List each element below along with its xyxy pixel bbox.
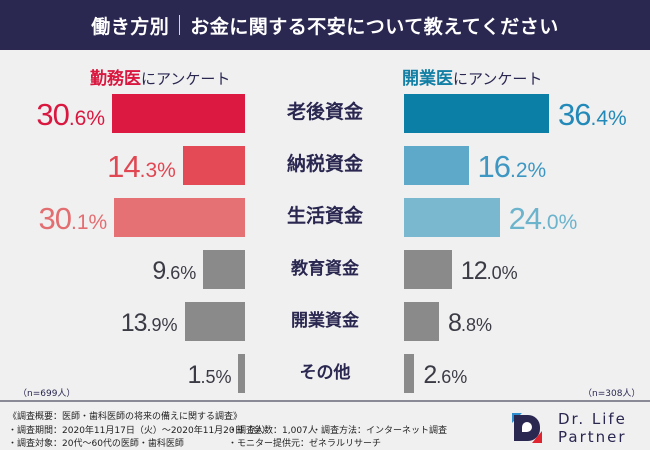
legend-right-suffix: にアンケート bbox=[453, 70, 543, 88]
value-integer: 1 bbox=[187, 361, 202, 389]
value-label-left: 13.9% bbox=[121, 311, 178, 336]
bar-right bbox=[404, 354, 415, 393]
value-decimal: .6% bbox=[436, 367, 468, 387]
survey-period: 調査期間：2020年11月17日（火）〜2020年11月20日（金） bbox=[8, 423, 271, 436]
legend-left-highlight: 勤務医 bbox=[90, 69, 141, 89]
legend-left: 勤務医にアンケート bbox=[90, 64, 230, 89]
value-decimal: .2% bbox=[510, 159, 547, 182]
category-label: 老後資金 bbox=[286, 101, 363, 123]
bar-left bbox=[112, 94, 245, 133]
value-decimal: .0% bbox=[486, 263, 518, 283]
value-integer: 9 bbox=[152, 257, 166, 285]
title-left: 働き方別 bbox=[91, 15, 170, 38]
value-decimal: .0% bbox=[541, 211, 578, 234]
value-integer: 8 bbox=[448, 309, 462, 337]
value-integer: 30 bbox=[36, 97, 69, 132]
legend-right-highlight: 開業医 bbox=[402, 69, 453, 89]
title-separator bbox=[179, 15, 181, 35]
value-label-left: 30.1% bbox=[39, 203, 108, 234]
value-decimal: .1% bbox=[70, 211, 108, 234]
value-integer: 16 bbox=[477, 149, 511, 184]
sample-size-right: （n=308人） bbox=[583, 389, 641, 399]
value-integer: 13 bbox=[120, 309, 148, 337]
value-label-right: 24.0% bbox=[509, 203, 578, 234]
value-label-left: 30.6% bbox=[36, 99, 105, 130]
legend-left-suffix: にアンケート bbox=[141, 70, 231, 88]
logo-text-line2: Partner bbox=[558, 428, 627, 446]
title-right: お金に関する不安について教えてください bbox=[190, 15, 559, 38]
survey-method: 調査方法：インターネット調査 bbox=[312, 423, 447, 436]
category-label: 教育資金 bbox=[291, 259, 359, 279]
bar-right bbox=[404, 302, 440, 341]
value-integer: 12 bbox=[460, 257, 488, 285]
survey-summary-title: 《調査概要：医師・歯科医師の将来の備えに関する調査》 bbox=[8, 412, 243, 422]
value-label-right: 2.6% bbox=[423, 363, 467, 388]
value-decimal: .6% bbox=[165, 263, 197, 283]
survey-provider: モニター提供元：ゼネラルリサーチ bbox=[228, 436, 381, 449]
category-label: 開業資金 bbox=[291, 311, 359, 331]
value-label-right: 8.8% bbox=[448, 311, 492, 336]
value-label-right: 16.2% bbox=[478, 151, 547, 182]
sample-size-left: （n=699人） bbox=[18, 389, 76, 399]
footer-divider bbox=[0, 400, 650, 402]
value-decimal: .5% bbox=[200, 367, 232, 387]
logo-icon bbox=[512, 413, 542, 443]
category-label: その他 bbox=[299, 363, 351, 383]
value-integer: 14 bbox=[107, 149, 140, 184]
value-integer: 24 bbox=[508, 201, 542, 236]
value-integer: 36 bbox=[558, 97, 591, 132]
bar-right bbox=[404, 94, 549, 133]
value-label-left: 1.5% bbox=[188, 363, 232, 388]
value-label-right: 12.0% bbox=[461, 259, 518, 284]
legend-right: 開業医にアンケート bbox=[402, 64, 542, 89]
value-decimal: .9% bbox=[146, 315, 178, 335]
value-label-right: 36.4% bbox=[558, 99, 627, 130]
bar-left bbox=[184, 302, 245, 341]
chart-title: 働き方別 お金に関する不安について教えてください bbox=[0, 0, 650, 50]
logo-text-line1: Dr. Life bbox=[558, 410, 627, 428]
value-label-left: 9.6% bbox=[152, 259, 196, 284]
bar-left bbox=[238, 354, 245, 393]
category-label: 納税資金 bbox=[286, 153, 363, 175]
value-integer: 2 bbox=[423, 361, 437, 389]
value-decimal: .3% bbox=[139, 159, 176, 182]
survey-count: 調査人数：1,007人 bbox=[228, 423, 317, 436]
bar-right bbox=[404, 146, 469, 185]
survey-target: 調査対象：20代〜60代の医師・歯科医師 bbox=[8, 436, 184, 449]
value-decimal: .6% bbox=[68, 107, 105, 130]
value-decimal: .4% bbox=[590, 107, 627, 130]
bar-right bbox=[404, 198, 500, 237]
bar-left bbox=[114, 198, 245, 237]
value-decimal: .8% bbox=[460, 315, 492, 335]
category-label: 生活資金 bbox=[286, 205, 363, 227]
bar-right bbox=[404, 250, 452, 289]
value-integer: 30 bbox=[38, 201, 72, 236]
bar-left bbox=[182, 146, 245, 185]
bar-left bbox=[203, 250, 245, 289]
value-label-left: 14.3% bbox=[107, 151, 176, 182]
